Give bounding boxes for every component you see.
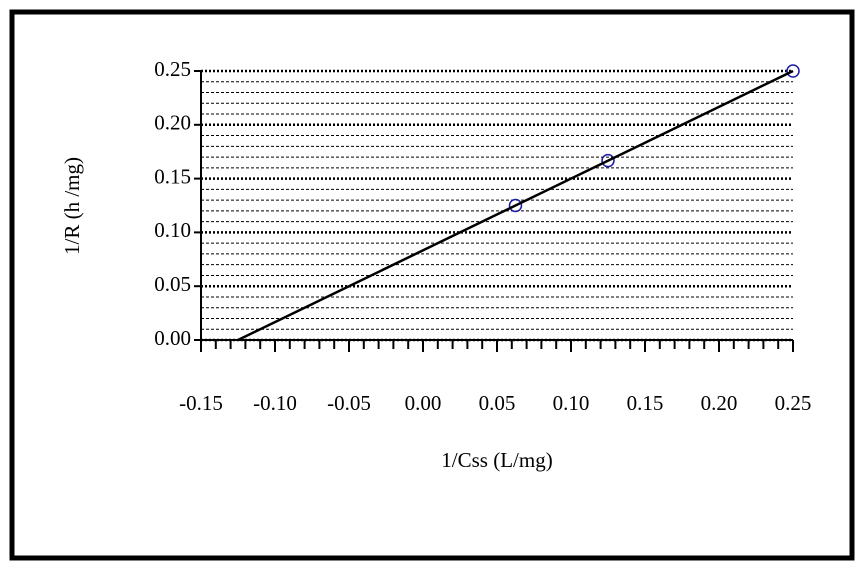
y-axis-label: 1/R (h /mg)	[60, 157, 84, 255]
x-tick-label: 0.25	[775, 391, 812, 415]
x-tick-label: -0.15	[179, 391, 223, 415]
y-tick-label: 0.10	[154, 218, 191, 242]
data-point	[508, 198, 523, 213]
x-axis-label: 1/Css (L/mg)	[441, 448, 552, 472]
x-tick-label: 0.10	[553, 391, 590, 415]
y-tick-label: 0.20	[154, 111, 191, 135]
y-tick-label: 0.05	[154, 272, 191, 296]
x-tick-label: 0.20	[701, 391, 738, 415]
x-tick-label: 0.15	[627, 391, 664, 415]
x-tick-label: 0.00	[405, 391, 442, 415]
x-tick-label: -0.05	[327, 391, 371, 415]
fit-line	[237, 69, 794, 342]
y-tick-label: 0.15	[154, 164, 191, 188]
y-tick-label: 0.00	[154, 326, 191, 350]
data-point	[786, 64, 800, 78]
y-tick-label: 0.25	[154, 57, 191, 81]
data-point	[601, 153, 615, 168]
x-tick-label: -0.10	[253, 391, 297, 415]
x-tick-label: 0.05	[479, 391, 516, 415]
